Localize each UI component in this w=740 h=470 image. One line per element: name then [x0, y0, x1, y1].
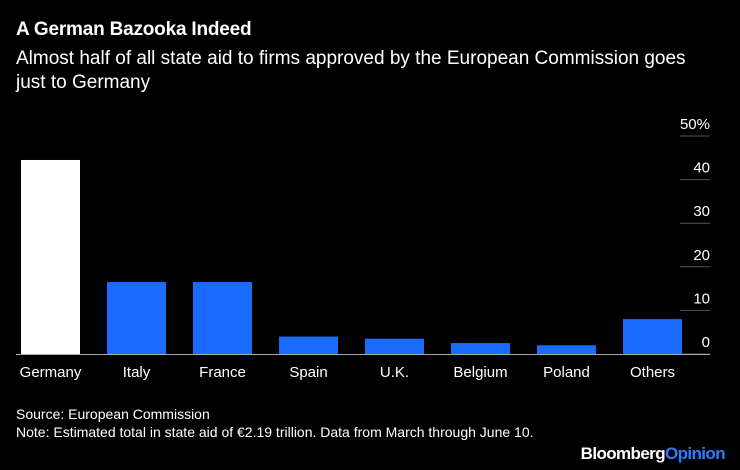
- bar: [107, 282, 166, 354]
- bar: [451, 343, 510, 354]
- y-tick-label: 40: [693, 160, 710, 177]
- y-tick-label: 20: [693, 247, 710, 264]
- bar: [537, 345, 596, 354]
- x-tick-label: France: [199, 364, 246, 381]
- source-note: Source: European Commission: [16, 406, 210, 422]
- y-tick-label: 50%: [680, 116, 710, 133]
- bar-chart: 0 10 20 30 40 50% Germany Italy France Spain U.K. B…: [16, 116, 710, 381]
- x-tick-label: Germany: [20, 364, 82, 381]
- x-tick-label: Italy: [123, 364, 151, 381]
- brand-section: Opinion: [664, 444, 726, 463]
- y-tick-label: 0: [702, 334, 710, 351]
- x-tick-label: Others: [630, 364, 675, 381]
- x-tick-label: U.K.: [380, 364, 409, 381]
- y-tick-label: 10: [693, 290, 710, 307]
- y-tick-label: 30: [693, 203, 710, 220]
- data-note: Note: Estimated total in state aid of €2…: [16, 424, 534, 440]
- bar: [193, 282, 252, 354]
- chart-subtitle: Almost half of all state aid to firms ap…: [16, 48, 686, 93]
- bar: [21, 159, 80, 354]
- x-tick-label: Belgium: [453, 364, 507, 381]
- bar: [623, 319, 682, 354]
- bar: [365, 338, 424, 354]
- x-tick-label: Spain: [289, 364, 327, 381]
- chart-title: A German Bazooka Indeed: [16, 19, 252, 40]
- chart-footer: Source: European Commission Note: Estima…: [16, 405, 576, 441]
- brand-name: Bloomberg: [580, 444, 666, 463]
- bloomberg-opinion-logo: BloombergOpinion: [580, 444, 726, 464]
- x-tick-label: Poland: [543, 364, 590, 381]
- bar: [279, 336, 338, 354]
